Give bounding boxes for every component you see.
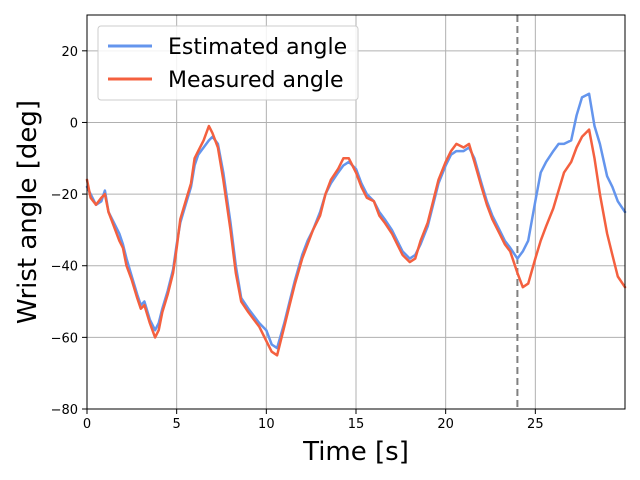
series-line-estimated <box>85 92 627 350</box>
legend-label-measured: Measured angle <box>168 68 344 93</box>
x-tick-label: 20 <box>437 417 454 432</box>
y-axis-label: Wrist angle [deg] <box>13 100 43 324</box>
y-tick-label: 0 <box>70 116 78 131</box>
y-tick-label: 20 <box>61 45 78 60</box>
series-line-measured <box>85 124 627 357</box>
x-tick-label: 5 <box>173 417 181 432</box>
series-group <box>85 92 627 357</box>
y-tick-label: −40 <box>51 260 78 275</box>
x-tick-label: 0 <box>83 417 91 432</box>
axis-ticks: 0 5 10 15 20 25 −80 −60 −40 −20 0 20 <box>51 45 544 432</box>
x-tick-label: 10 <box>258 417 275 432</box>
legend-label-estimated: Estimated angle <box>168 35 347 60</box>
x-tick-label: 15 <box>348 417 365 432</box>
legend: Estimated angle Measured angle <box>97 25 359 101</box>
y-tick-label: −60 <box>51 331 78 346</box>
x-tick-label: 25 <box>527 417 544 432</box>
x-axis-label: Time [s] <box>302 437 409 467</box>
legend-box <box>97 25 359 101</box>
y-tick-label: −80 <box>51 403 78 418</box>
y-tick-label: −20 <box>51 188 78 203</box>
